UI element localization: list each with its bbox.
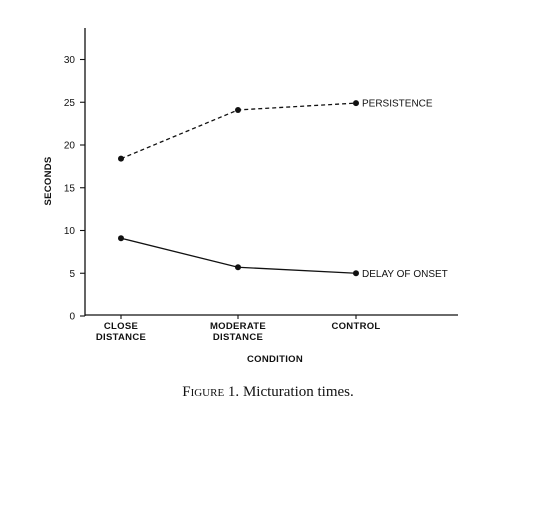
data-point [118, 235, 124, 242]
data-point [235, 264, 241, 271]
data-point [118, 155, 124, 162]
y-tick-label: 5 [69, 269, 75, 280]
y-tick-label: 0 [69, 312, 75, 323]
caption-text: Micturation times. [242, 384, 354, 400]
x-tick-label: CONTROL [331, 321, 380, 332]
x-tick-label: CLOSE DISTANCE [96, 321, 146, 343]
y-tick-label: 25 [64, 98, 76, 109]
y-tick-label: 30 [64, 55, 76, 66]
caption-prefix: Figure 1. [182, 384, 240, 400]
data-point [353, 270, 359, 277]
data-point [353, 100, 359, 107]
series-layer: PERSISTENCE DELAY OF ONSET [118, 99, 448, 280]
y-axis: 0 5 10 15 20 25 30 [64, 28, 86, 323]
data-point [235, 106, 241, 113]
y-tick-label: 15 [64, 183, 76, 194]
y-tick-label: 10 [64, 226, 76, 237]
x-axis-title: CONDITION [247, 354, 303, 365]
y-tick-label: 20 [64, 141, 76, 152]
series-label: PERSISTENCE [362, 99, 433, 110]
x-tick-label: MODERATE DISTANCE [210, 321, 266, 343]
series-label: DELAY OF ONSET [362, 269, 448, 280]
figure-caption: Figure 1. Micturation times. [0, 384, 536, 401]
x-axis: CLOSE DISTANCE MODERATE DISTANCE CONTROL [85, 314, 458, 343]
y-axis-title: SECONDS [43, 156, 54, 205]
